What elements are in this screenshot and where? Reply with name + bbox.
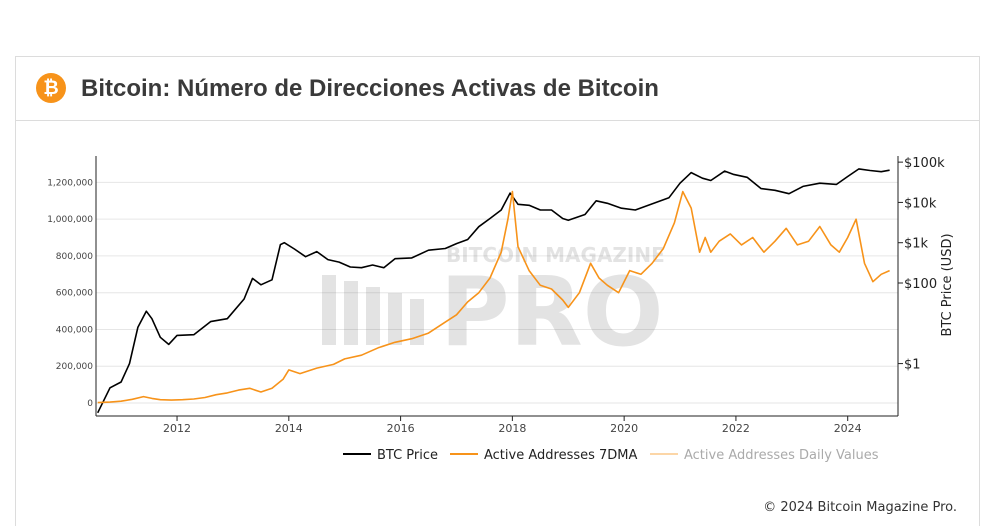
watermark-bar bbox=[410, 299, 424, 345]
copyright-text: © 2024 Bitcoin Magazine Pro. bbox=[763, 500, 957, 515]
x-tick-label: 2012 bbox=[163, 422, 191, 435]
left-tick-label: 1,200,000 bbox=[47, 178, 93, 188]
legend-label: BTC Price bbox=[377, 448, 438, 463]
right-axis-title: BTC Price (USD) bbox=[940, 233, 955, 336]
btc-price-line bbox=[96, 168, 890, 414]
x-tick-label: 2022 bbox=[722, 422, 750, 435]
left-tick-label: 400,000 bbox=[56, 325, 93, 335]
watermark-bar bbox=[366, 287, 380, 345]
active-addresses-7dma-line bbox=[97, 190, 890, 404]
legend-label: Active Addresses Daily Values bbox=[684, 448, 879, 463]
x-tick-label: 2016 bbox=[387, 422, 415, 435]
left-tick-label: 200,000 bbox=[56, 362, 93, 372]
watermark-bar bbox=[388, 293, 402, 345]
left-tick-label: 600,000 bbox=[56, 289, 93, 299]
left-tick-label: 0 bbox=[87, 399, 93, 409]
chart-header: ₿ Bitcoin: Número de Direcciones Activas… bbox=[16, 57, 979, 121]
watermark-top-text: BITCOIN MAGAZINE bbox=[446, 243, 665, 267]
x-tick-label: 2020 bbox=[610, 422, 638, 435]
watermark-bar bbox=[344, 281, 358, 345]
x-tick-label: 2014 bbox=[275, 422, 303, 435]
right-tick-label: $100 bbox=[904, 277, 937, 292]
page-title: Bitcoin: Número de Direcciones Activas d… bbox=[81, 75, 659, 102]
watermark-bar bbox=[322, 275, 336, 345]
x-tick-label: 2024 bbox=[834, 422, 862, 435]
right-tick-label: $100k bbox=[904, 156, 945, 171]
bitcoin-logo-icon: ₿ bbox=[36, 73, 66, 103]
chart-card: ₿ Bitcoin: Número de Direcciones Activas… bbox=[15, 56, 980, 526]
left-tick-label: 800,000 bbox=[56, 252, 93, 262]
left-tick-label: 1,000,000 bbox=[47, 215, 93, 225]
right-tick-label: $10k bbox=[904, 196, 937, 211]
watermark-main-text: PRO bbox=[440, 258, 664, 368]
legend-label: Active Addresses 7DMA bbox=[484, 448, 638, 463]
x-tick-label: 2018 bbox=[498, 422, 526, 435]
right-tick-label: $1k bbox=[904, 237, 929, 252]
right-tick-label: $1 bbox=[904, 358, 921, 373]
